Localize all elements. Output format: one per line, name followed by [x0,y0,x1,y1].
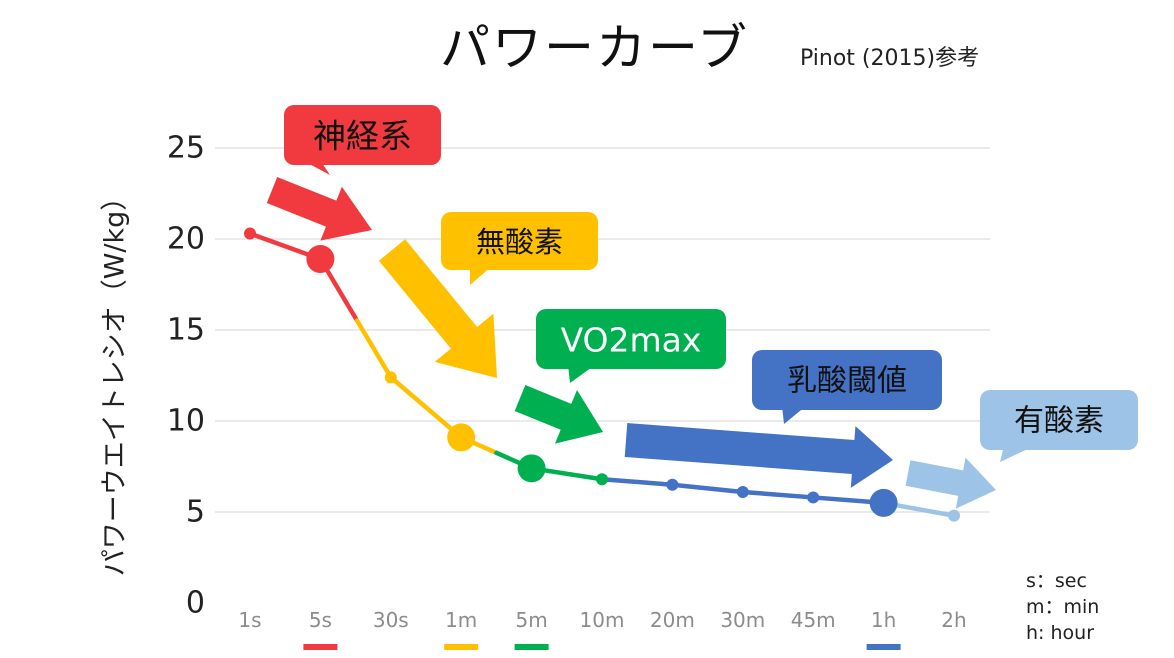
x-tick-label: 20m [650,608,695,632]
category-underline [866,644,901,650]
x-tick-label: 30s [373,608,409,632]
source-note: Pinot (2015)参考 [800,46,980,71]
x-tick-label: 10m [580,608,625,632]
callout-neuro: 神経系 [284,105,441,175]
callout-text: 神経系 [313,117,412,156]
category-underline [303,644,338,650]
y-tick-label: 0 [186,586,205,621]
callout-tail [302,160,330,175]
chart-title: パワーカーブ [440,19,749,77]
line-segment [354,318,394,380]
line-segment [599,476,675,487]
unit-note-minutes: m：min [1026,596,1100,618]
data-point [736,485,749,498]
y-tick-label: 15 [167,313,205,348]
x-tick-label: 1s [238,608,261,632]
callout-text: 乳酸閾値 [787,364,907,399]
unit-note-hours: h: hour [1026,622,1095,644]
callout-tail [470,266,492,285]
line-segment [388,375,464,440]
x-tick-label: 2h [941,608,966,632]
callout-aerobic: 有酸素 [980,390,1138,462]
unit-legend: s：sec m：min h: hour [1026,568,1099,646]
arrow-lactate-threshold [624,423,893,488]
callout-text: VO2max [561,321,702,360]
callout-lactate-threshold: 乳酸閾値 [752,350,942,424]
callout-box [284,105,441,165]
callout-text: 有酸素 [1014,404,1104,439]
highlight-point [306,245,335,274]
callout-tail [1000,446,1034,462]
data-point [244,227,256,240]
callout-text: 無酸素 [476,225,563,259]
callout-box [536,309,726,369]
y-tick-label: 25 [167,131,205,166]
y-tick-label: 20 [167,222,205,257]
arrow-vo2max [514,385,603,444]
highlight-point [517,454,546,483]
arrow-anaerobic [378,239,498,379]
line-segment [670,482,746,495]
callout-box [441,212,598,270]
x-tick-label: 1h [871,608,896,632]
x-tick-label: 5m [515,608,547,632]
highlight-point [447,423,476,452]
y-tick-label: 10 [167,404,205,439]
data-point [807,491,820,504]
x-tick-label: 1m [445,608,477,632]
arrow-aerobic [905,457,996,509]
x-tick-label: 5s [309,608,332,632]
category-underline [444,644,479,650]
x-tick-label: 45m [791,608,836,632]
y-tick-label: 5 [186,495,205,530]
data-point [948,509,960,522]
x-tick-label: 30m [720,608,765,632]
callout-box [752,350,942,410]
data-point [596,473,608,486]
callout-vo2max: VO2max [536,309,726,383]
highlight-point [869,488,898,517]
callout-box [980,390,1138,450]
line-segment [740,489,816,500]
data-point [384,371,397,384]
data-point [666,478,679,491]
callout-tail [568,365,595,383]
category-underline [514,644,549,650]
unit-note-seconds: s：sec [1026,570,1087,592]
callout-anaerobic: 無酸素 [441,212,598,285]
callout-tail [782,406,806,424]
arrow-neuro [266,177,372,241]
